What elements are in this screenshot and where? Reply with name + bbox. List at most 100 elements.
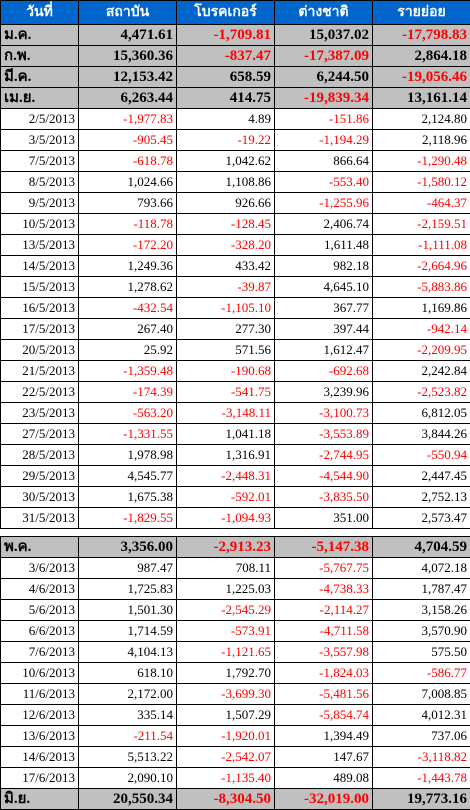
row-date: 31/5/2013 [1,508,79,529]
summary-value: 15,037.02 [275,25,373,46]
row-value: -2,664.96 [373,256,470,277]
row-date: 2/5/2013 [1,109,79,130]
row-date: 17/5/2013 [1,319,79,340]
row-value: -190.68 [177,361,275,382]
row-value: -1,111.08 [373,235,470,256]
summary-value: 6,244.50 [275,67,373,88]
row-value: 2,118.96 [373,130,470,151]
row-value: -128.45 [177,214,275,235]
row-value: 267.40 [79,319,177,340]
row-value: 1,725.83 [79,579,177,600]
row-value: -1,121.65 [177,642,275,663]
row-value: -573.91 [177,621,275,642]
summary-label: เม.ย. [1,88,79,109]
row-value: 4,012.31 [373,705,470,726]
row-date: 20/5/2013 [1,340,79,361]
row-value: 4,545.77 [79,466,177,487]
row-value: -2,114.27 [275,600,373,621]
summary-value: -17,387.09 [275,46,373,67]
row-value: -19.22 [177,130,275,151]
row-value: 147.67 [275,747,373,768]
row-date: 3/5/2013 [1,130,79,151]
row-date: 7/5/2013 [1,151,79,172]
row-value: 1,225.03 [177,579,275,600]
row-value: -1,824.03 [275,663,373,684]
row-value: -550.94 [373,445,470,466]
row-value: 1,507.29 [177,705,275,726]
row-value: -3,557.98 [275,642,373,663]
row-value: -3,100.73 [275,403,373,424]
header-institution: สถาบัน [79,1,177,25]
summary-value: 4,704.59 [373,537,470,558]
spacer-cell [1,529,470,537]
row-value: -174.39 [79,382,177,403]
row-value: 1,611.48 [275,235,373,256]
row-value: -328.20 [177,235,275,256]
row-value: -2,542.07 [177,747,275,768]
summary-label: ม.ค. [1,25,79,46]
row-value: 1,042.62 [177,151,275,172]
row-value: -692.68 [275,361,373,382]
row-value: 433.42 [177,256,275,277]
row-date: 14/6/2013 [1,747,79,768]
row-value: -1,977.83 [79,109,177,130]
summary-label: ก.พ. [1,46,79,67]
row-value: 367.77 [275,298,373,319]
row-value: 3,239.96 [275,382,373,403]
row-date: 16/5/2013 [1,298,79,319]
row-value: -1,920.01 [177,726,275,747]
row-date: 29/5/2013 [1,466,79,487]
row-value: -1,290.48 [373,151,470,172]
row-value: 1,316.91 [177,445,275,466]
summary-value: 6,263.44 [79,88,177,109]
row-value: 793.66 [79,193,177,214]
row-date: 8/5/2013 [1,172,79,193]
row-value: 4,072.18 [373,558,470,579]
row-value: -2,523.82 [373,382,470,403]
row-value: -1,331.55 [79,424,177,445]
summary-value: -5,147.38 [275,537,373,558]
row-date: 12/6/2013 [1,705,79,726]
summary-value: -19,839.34 [275,88,373,109]
row-date: 23/5/2013 [1,403,79,424]
header-broker: โบรคเกอร์ [177,1,275,25]
summary-value: -1,709.81 [177,25,275,46]
row-value: 1,612.47 [275,340,373,361]
row-value: 4.89 [177,109,275,130]
row-value: 4,645.10 [275,277,373,298]
row-value: 1,978.98 [79,445,177,466]
row-value: -2,545.29 [177,600,275,621]
row-value: 2,752.13 [373,487,470,508]
row-date: 17/6/2013 [1,768,79,789]
row-date: 30/5/2013 [1,487,79,508]
row-date: 3/6/2013 [1,558,79,579]
row-value: 397.44 [275,319,373,340]
row-value: 571.56 [177,340,275,361]
row-value: -1,255.96 [275,193,373,214]
row-value: -1,135.40 [177,768,275,789]
row-value: 7,008.85 [373,684,470,705]
summary-value: -19,056.46 [373,67,470,88]
row-date: 27/5/2013 [1,424,79,445]
row-date: 5/6/2013 [1,600,79,621]
row-value: 3,570.90 [373,621,470,642]
summary-value: 414.75 [177,88,275,109]
header-retail: รายย่อย [373,1,470,25]
header-date: วันที่ [1,1,79,25]
summary-value: 4,471.61 [79,25,177,46]
row-value: 987.47 [79,558,177,579]
row-value: -5,481.56 [275,684,373,705]
